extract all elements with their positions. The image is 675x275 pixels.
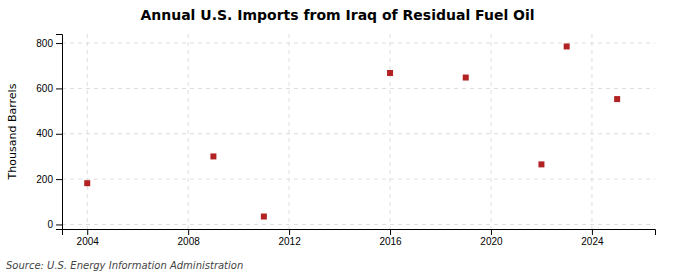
tick-mark: [56, 88, 62, 89]
title: Annual U.S. Imports from Iraq of Residua…: [140, 7, 534, 23]
tick: 2012: [278, 229, 301, 247]
y-axis: 0 200 400 600 800: [36, 35, 62, 231]
tick: 400: [36, 128, 62, 139]
axis-line: [56, 35, 63, 230]
point: [614, 96, 620, 102]
tick-label: 2008: [178, 236, 201, 247]
tick-label: 600: [36, 83, 53, 94]
grid-line: [62, 43, 655, 44]
point: [387, 70, 393, 76]
point: [84, 180, 90, 186]
tick: 2004: [77, 229, 100, 247]
tick-label: 2012: [278, 236, 301, 247]
point: [261, 214, 267, 220]
tick-mark: [87, 229, 88, 235]
tick-label: 2020: [480, 236, 503, 247]
plot: 2004 2008 2012 2016 2020 2024 0 200 400 600 800: [36, 34, 655, 247]
tick-label: 800: [36, 38, 53, 49]
axis-line: [63, 230, 656, 236]
tick-mark: [56, 43, 62, 44]
tick-label: 2004: [77, 236, 100, 247]
tick: 800: [36, 38, 62, 49]
chart: 2004 2008 2012 2016 2020 2024 0 200 400 600 800 Ann…: [0, 0, 675, 275]
tick: 2016: [379, 229, 402, 247]
grid-line: [62, 179, 655, 180]
point: [463, 75, 469, 81]
tick: 2020: [480, 229, 503, 247]
grid-line: [188, 34, 189, 229]
grid: [62, 34, 655, 229]
tick-label: 0: [47, 219, 53, 230]
tick-mark: [56, 224, 62, 225]
tick-mark: [56, 134, 62, 135]
tick: 200: [36, 174, 62, 185]
grid-line: [289, 34, 290, 229]
grid-line: [62, 224, 655, 225]
source: Source: U.S. Energy Information Administ…: [6, 260, 243, 271]
point: [210, 153, 216, 159]
grid-line: [490, 34, 491, 229]
tick: 2024: [581, 229, 604, 247]
grid-line: [591, 34, 592, 229]
y-axis-label: Thousand Barrels: [6, 83, 19, 180]
grid-line: [390, 34, 391, 229]
grid-line: [62, 133, 655, 134]
tick-label: 2024: [581, 236, 604, 247]
tick-mark: [491, 229, 492, 235]
tick-mark: [188, 229, 189, 235]
tick-label: 2016: [379, 236, 402, 247]
tick-mark: [390, 229, 391, 235]
tick: 600: [36, 83, 62, 94]
point: [564, 43, 570, 49]
x-axis: 2004 2008 2012 2016 2020 2024: [63, 229, 656, 247]
grid-line: [62, 88, 655, 89]
grid-line: [87, 34, 88, 229]
tick-mark: [56, 179, 62, 180]
point: [538, 161, 544, 167]
tick-label: 400: [36, 128, 53, 139]
points: [84, 43, 620, 219]
tick: 2008: [178, 229, 201, 247]
tick-mark: [289, 229, 290, 235]
tick-label: 200: [36, 174, 53, 185]
tick: 0: [47, 219, 62, 230]
tick-mark: [592, 229, 593, 235]
